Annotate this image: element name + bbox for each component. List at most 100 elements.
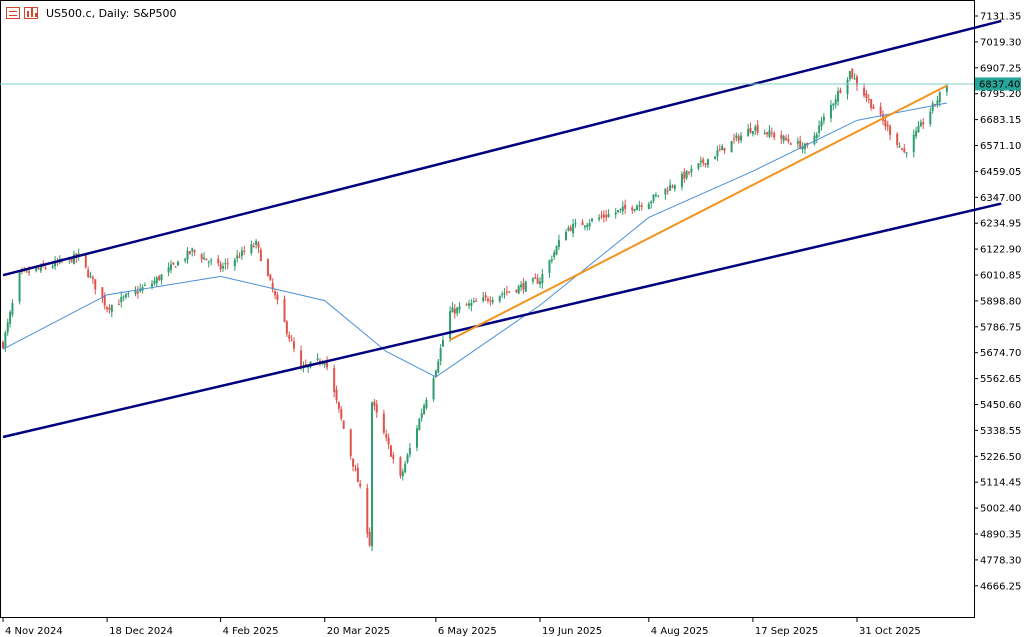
candle-body: [453, 308, 456, 314]
candle-body: [35, 268, 38, 271]
candle-body: [4, 332, 7, 348]
candle-body: [541, 274, 544, 284]
candle-body: [439, 348, 442, 361]
chart-bars-icon[interactable]: [24, 7, 38, 19]
candle-body: [177, 261, 180, 266]
channel-upper-line[interactable]: [2, 19, 1002, 277]
candle-body: [706, 159, 709, 166]
x-tick-label: 4 Nov 2024: [5, 626, 63, 637]
symbol-label: US500.c, Daily:: [46, 6, 130, 20]
candle-body: [898, 146, 901, 148]
candle-body: [555, 246, 558, 255]
y-tick-label: 4666.25: [980, 581, 1021, 592]
candle-body: [434, 370, 437, 377]
y-tick-label: 6683.15: [980, 115, 1021, 126]
chart-list-icon[interactable]: [6, 7, 20, 19]
candle-body: [368, 531, 371, 546]
candle-body: [269, 274, 272, 281]
candle-body: [832, 103, 835, 106]
candle-body: [288, 335, 291, 339]
candle-body: [773, 133, 776, 138]
candle-body: [884, 119, 887, 127]
candle-body: [508, 291, 511, 293]
candle-body: [730, 141, 733, 153]
y-tick-label: 6122.90: [980, 245, 1021, 256]
candle-body: [385, 434, 388, 438]
candle-body: [101, 287, 104, 299]
x-tick-label: 31 Oct 2025: [859, 626, 921, 637]
candle-body: [936, 100, 939, 105]
candle-body: [602, 214, 605, 218]
candle-body: [657, 195, 660, 197]
candle-body: [158, 276, 161, 280]
candle-body: [91, 277, 94, 280]
x-tick-label: 20 Mar 2025: [327, 626, 390, 637]
candle-body: [749, 127, 752, 133]
y-tick-label: 5450.60: [980, 400, 1021, 411]
candle-body: [389, 445, 392, 457]
candle-body: [468, 303, 471, 306]
candle-body: [486, 298, 489, 301]
candle-body: [503, 293, 506, 295]
candle-body: [44, 267, 47, 269]
candle-body: [387, 437, 390, 445]
candle-body: [789, 143, 792, 145]
candle-body: [600, 215, 603, 217]
candle-body: [650, 201, 653, 204]
candle-body: [716, 150, 719, 157]
y-tick-label: 5786.75: [980, 322, 1021, 333]
candle-body: [219, 263, 222, 270]
x-tick-label: 4 Feb 2025: [223, 626, 279, 637]
candle-body: [25, 270, 28, 272]
candle-body: [699, 160, 702, 163]
candle-body: [70, 257, 73, 263]
candle-body: [94, 279, 97, 290]
candle-body: [834, 99, 837, 105]
candle-body: [581, 221, 584, 226]
candle-body: [870, 99, 873, 109]
candle-body: [160, 274, 163, 281]
candle-body: [169, 264, 172, 270]
candle-body: [524, 281, 527, 292]
candle-body: [780, 134, 783, 139]
candle-body: [737, 136, 740, 141]
candle-body: [839, 89, 842, 93]
candle-body: [283, 298, 286, 322]
y-tick-label: 7131.35: [980, 12, 1021, 23]
candle-body: [531, 278, 534, 282]
candle-body: [382, 413, 385, 433]
y-tick-label: 6010.85: [980, 271, 1021, 282]
candle-body: [664, 188, 667, 195]
channel-lower-line[interactable]: [2, 202, 1002, 439]
candle-body: [919, 122, 922, 127]
trendline[interactable]: [449, 84, 948, 341]
current-price-label: 6837.40: [979, 79, 1020, 90]
candle-body: [252, 245, 255, 247]
candle-body: [425, 399, 428, 408]
candle-body: [451, 307, 454, 313]
candle-body: [818, 125, 821, 133]
y-tick-label: 6571.10: [980, 141, 1021, 152]
candle-body: [333, 368, 336, 392]
candle-body: [501, 293, 504, 296]
candle-body: [548, 260, 551, 274]
candle-body: [846, 79, 849, 95]
candle-body: [442, 339, 445, 347]
candle-body: [768, 130, 771, 137]
candle-body: [335, 389, 338, 401]
candle-body: [207, 261, 210, 263]
candle-body: [224, 263, 227, 265]
candle-body: [172, 262, 175, 265]
candle-body: [747, 128, 750, 137]
candle-body: [250, 244, 253, 253]
candle-body: [238, 256, 241, 258]
candle-body: [799, 140, 802, 149]
instrument-name: S&P500: [133, 6, 177, 20]
candle-body: [420, 413, 423, 419]
candle-body: [449, 311, 452, 339]
candle-body: [356, 467, 359, 483]
candle-body: [418, 418, 421, 430]
candle-body: [690, 168, 693, 173]
candle-body: [565, 231, 568, 241]
